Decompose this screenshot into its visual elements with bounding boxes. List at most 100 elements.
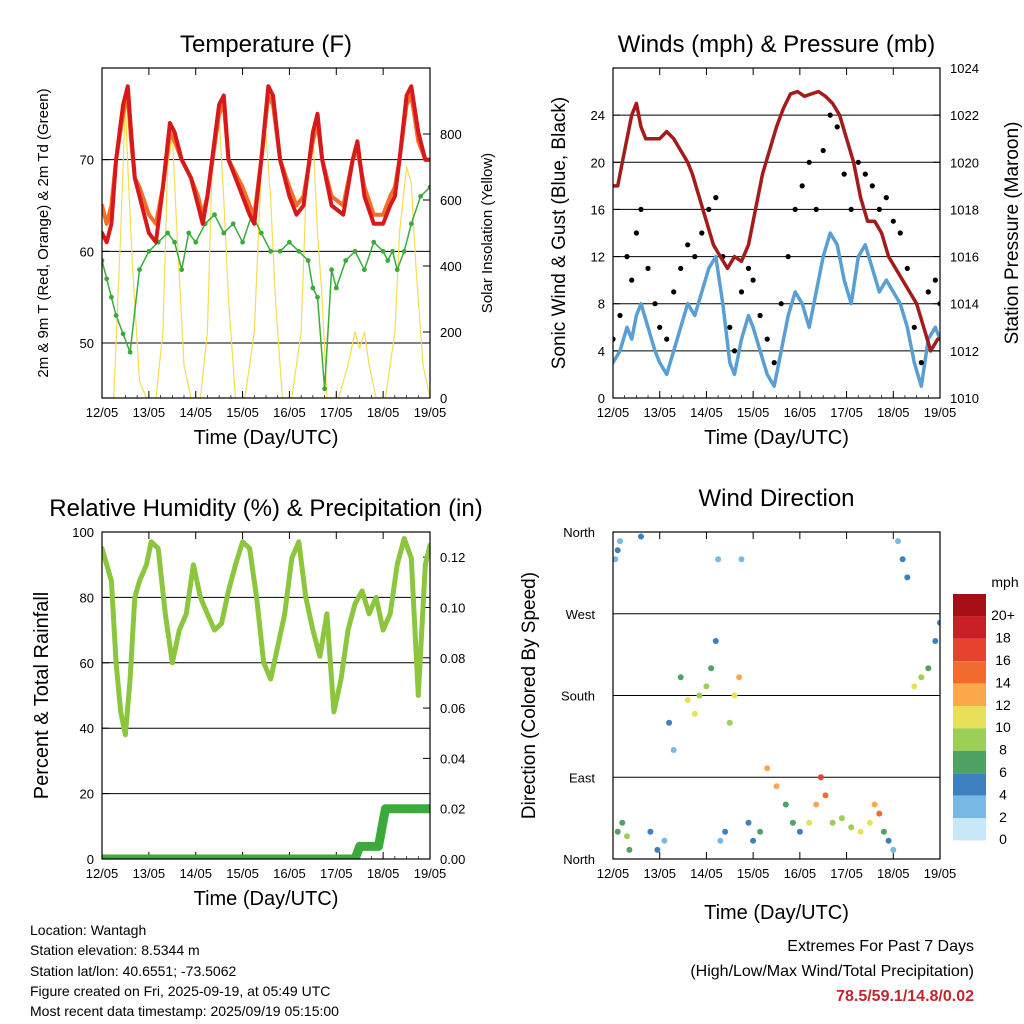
humidity-y2-tick-label: 0.08 [440, 651, 465, 666]
gust-point [738, 289, 745, 295]
speed-legend-label: 0 [999, 831, 1007, 847]
gust-point [764, 336, 770, 342]
humidity-x-tick-label: 15/05 [226, 866, 259, 881]
direction-point [899, 556, 906, 563]
winds-y2-tick-label: 1016 [950, 250, 979, 265]
direction-point [736, 674, 743, 681]
gust-point [799, 183, 805, 189]
direction-x-tick-label: 14/05 [690, 866, 723, 881]
temperature-x-tick-label: 12/05 [86, 405, 119, 420]
direction-point [932, 638, 939, 644]
direction-point [813, 801, 820, 808]
direction-point [670, 747, 677, 753]
t2m-line [102, 84, 430, 245]
humidity-y-tick-label: 20 [80, 787, 94, 802]
temperature-panel: Temperature (F) 12/05 13/05 14/05 15/05 16/05… [35, 31, 496, 449]
direction-point [895, 538, 901, 545]
extremes-box: Extremes For Past 7 Days (High/Low/Max W… [690, 934, 974, 1009]
humidity-y-tick-label: 0 [87, 852, 94, 867]
direction-point [677, 674, 684, 681]
winds-x-tick-label: 19/05 [924, 405, 957, 420]
gust-point [862, 171, 868, 177]
direction-point [817, 774, 824, 781]
gust-point [834, 124, 840, 130]
gust-point [638, 206, 644, 212]
gust-point [820, 147, 826, 154]
direction-point [848, 824, 855, 831]
winds-y-tick-label: 12 [591, 250, 605, 265]
recent-text: Most recent data timestamp: 2025/09/19 0… [30, 1003, 339, 1020]
direction-point [904, 574, 911, 581]
direction-point [638, 533, 644, 540]
direction-point [696, 692, 703, 699]
extremes-values: 78.5/59.1/14.8/0.02 [836, 988, 974, 1005]
gust-point [918, 360, 924, 366]
temperature-x-tick-label: 18/05 [367, 405, 400, 420]
humidity-xlabel: Time (Day/UTC) [194, 888, 339, 910]
direction-point [789, 819, 796, 826]
speed-legend-swatch [953, 706, 986, 729]
winds-y2-tick-label: 1020 [950, 155, 979, 170]
temperature-x-tick-label: 15/05 [226, 405, 259, 420]
winds-xlabel: Time (Day/UTC) [704, 427, 849, 449]
humidity-y2-tick-label: 0.02 [440, 802, 465, 817]
gust-point [771, 360, 777, 366]
speed-legend-label: 20+ [991, 607, 1015, 623]
direction-point [647, 828, 654, 835]
speed-legend-label: 10 [995, 719, 1011, 735]
temperature-y2-tick-label: 600 [440, 193, 462, 208]
created-text: Figure created on Fri, 2025-09-19, at 05… [30, 982, 331, 999]
gust-point [855, 159, 861, 165]
direction-point [666, 719, 673, 726]
gust-point [713, 195, 719, 201]
direction-point [773, 783, 780, 790]
gust-point [813, 206, 819, 212]
gust-point [657, 324, 663, 330]
direction-point [619, 819, 626, 826]
winds-y2-tick-label: 1014 [950, 297, 979, 312]
direction-point [614, 547, 621, 554]
direction-y-tick-label: North [563, 852, 595, 867]
direction-y-tick-label: West [566, 607, 596, 622]
extremes-subtitle: (High/Low/Max Wind/Total Precipitation) [690, 963, 974, 980]
winds-panel: Winds (mph) & Pressure (mb) 12/05 13/05 14/… [549, 31, 1023, 449]
gust-point [727, 324, 733, 330]
station-info: Location: Wantagh Station elevation: 8.5… [30, 920, 339, 1021]
gust-point [883, 195, 889, 201]
temperature-ylabel: 2m & 9m T (Red, Orange) & 2m Td (Green) [35, 88, 52, 377]
winds-y-tick-label: 8 [598, 297, 605, 312]
temperature-title: Temperature (F) [180, 31, 352, 58]
direction-point [715, 556, 722, 563]
winds-y-tick-label: 20 [591, 155, 605, 170]
direction-point [624, 833, 630, 840]
rain-line [102, 804, 430, 859]
gust-point [617, 312, 623, 319]
winds-y2-tick-label: 1022 [950, 108, 979, 123]
direction-point [745, 819, 752, 826]
gust-point [685, 242, 691, 248]
gust-point [613, 336, 616, 342]
direction-point [925, 665, 932, 672]
temperature-y2-tick-label: 400 [440, 259, 462, 274]
speed-legend-label: 18 [995, 630, 1011, 646]
gust-point [904, 265, 910, 271]
pressure-line [613, 89, 940, 353]
temperature-xlabel: Time (Day/UTC) [194, 427, 339, 449]
direction-point [764, 765, 771, 772]
gust-point [890, 218, 896, 224]
direction-title: Wind Direction [698, 485, 854, 512]
winds-y2-tick-label: 1010 [950, 391, 979, 406]
direction-point [796, 828, 803, 835]
direction-point [866, 819, 873, 826]
direction-point [712, 638, 719, 644]
direction-point [617, 538, 623, 545]
speed-legend-swatch [953, 750, 986, 774]
gust-point [750, 277, 756, 283]
winds-x-tick-label: 18/05 [877, 405, 910, 420]
humidity-panel: Relative Humidity (%) & Precipitation (i… [31, 495, 483, 910]
humidity-x-tick-label: 19/05 [414, 866, 447, 881]
direction-point [722, 828, 729, 835]
gust-point [645, 265, 651, 271]
direction-point [614, 828, 621, 835]
